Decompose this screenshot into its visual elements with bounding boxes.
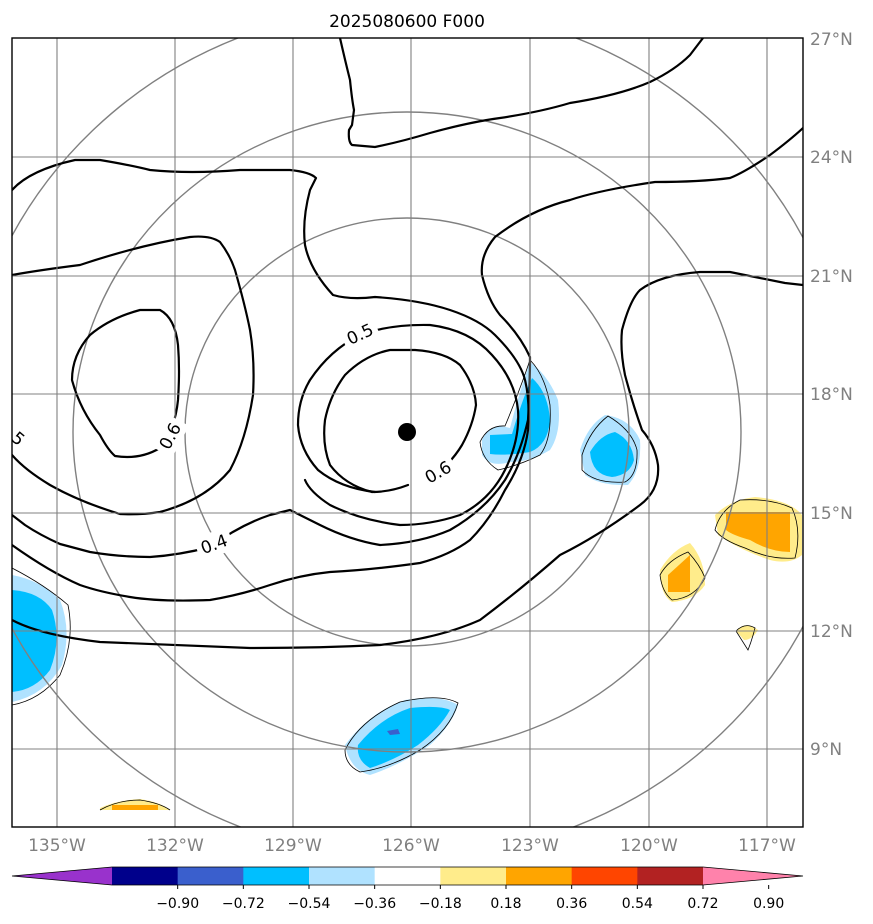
lat-labels: 27°N 24°N 21°N 18°N 15°N 12°N 9°N bbox=[810, 30, 853, 760]
colorbar-swatch bbox=[637, 867, 704, 885]
shade-blue bbox=[590, 432, 634, 477]
shade-blue bbox=[490, 378, 550, 455]
storm-center-marker bbox=[398, 423, 416, 441]
lon-label: 129°W bbox=[264, 836, 322, 856]
colorbar-swatch bbox=[374, 867, 441, 885]
lat-label: 27°N bbox=[810, 30, 853, 50]
colorbar-swatch bbox=[571, 867, 638, 885]
colorbar-swatch bbox=[309, 867, 376, 885]
shade-blue bbox=[12, 590, 57, 692]
colorbar-swatch bbox=[506, 867, 573, 885]
colorbar-tick-label: 0.72 bbox=[687, 896, 718, 912]
lat-label: 18°N bbox=[810, 385, 853, 405]
lon-labels: 135°W 132°W 129°W 126°W 123°W 120°W 117°… bbox=[28, 836, 796, 856]
plot-frame bbox=[11, 37, 804, 828]
colorbar-swatch bbox=[440, 867, 507, 885]
shade-orange bbox=[112, 805, 158, 810]
shade-dark-blue bbox=[387, 729, 400, 735]
contour-label: 5 bbox=[7, 428, 28, 450]
graticule bbox=[12, 38, 803, 827]
colorbar-tick-label: −0.72 bbox=[222, 896, 265, 912]
colorbar-tick-label: 0.54 bbox=[622, 896, 653, 912]
contour-labels: 0.5 0.6 0.6 0.4 5 bbox=[7, 315, 460, 562]
colorbar-extend-low bbox=[12, 867, 112, 885]
colorbar-outline bbox=[11, 866, 804, 886]
colorbar-tick-label: 0.18 bbox=[490, 896, 521, 912]
colorbar-tick-label: −0.36 bbox=[353, 896, 396, 912]
shade-orange bbox=[668, 555, 690, 592]
lat-label: 9°N bbox=[810, 740, 842, 760]
colorbar-tick-label: 0.36 bbox=[556, 896, 587, 912]
colorbar-tick-label: −0.90 bbox=[156, 896, 199, 912]
colorbar-swatch bbox=[243, 867, 310, 885]
thin-contours bbox=[12, 359, 799, 811]
figure-title: 2025080600 F000 bbox=[329, 12, 485, 32]
lon-label: 135°W bbox=[28, 836, 86, 856]
lon-label: 117°W bbox=[738, 836, 796, 856]
lon-label: 132°W bbox=[146, 836, 204, 856]
colorbar-tick-label: −0.54 bbox=[288, 896, 331, 912]
colorbar-swatch bbox=[112, 867, 179, 885]
lon-label: 123°W bbox=[501, 836, 559, 856]
lat-label: 12°N bbox=[810, 622, 853, 642]
lat-label: 21°N bbox=[810, 267, 853, 287]
colorbar: −0.90 −0.72 −0.54 −0.36 −0.18 0.18 0.36 0.54 0.7… bbox=[11, 866, 804, 912]
lat-label: 15°N bbox=[810, 504, 853, 524]
colorbar-tick-label: −0.18 bbox=[419, 896, 462, 912]
lon-label: 126°W bbox=[382, 836, 440, 856]
shade-blue bbox=[357, 706, 450, 768]
colorbar-tick-label: 0.90 bbox=[753, 896, 784, 912]
colorbar-swatch bbox=[177, 867, 244, 885]
lon-label: 120°W bbox=[620, 836, 678, 856]
lat-label: 24°N bbox=[810, 148, 853, 168]
shade-orange bbox=[726, 512, 790, 552]
colorbar-extend-high bbox=[703, 867, 803, 885]
